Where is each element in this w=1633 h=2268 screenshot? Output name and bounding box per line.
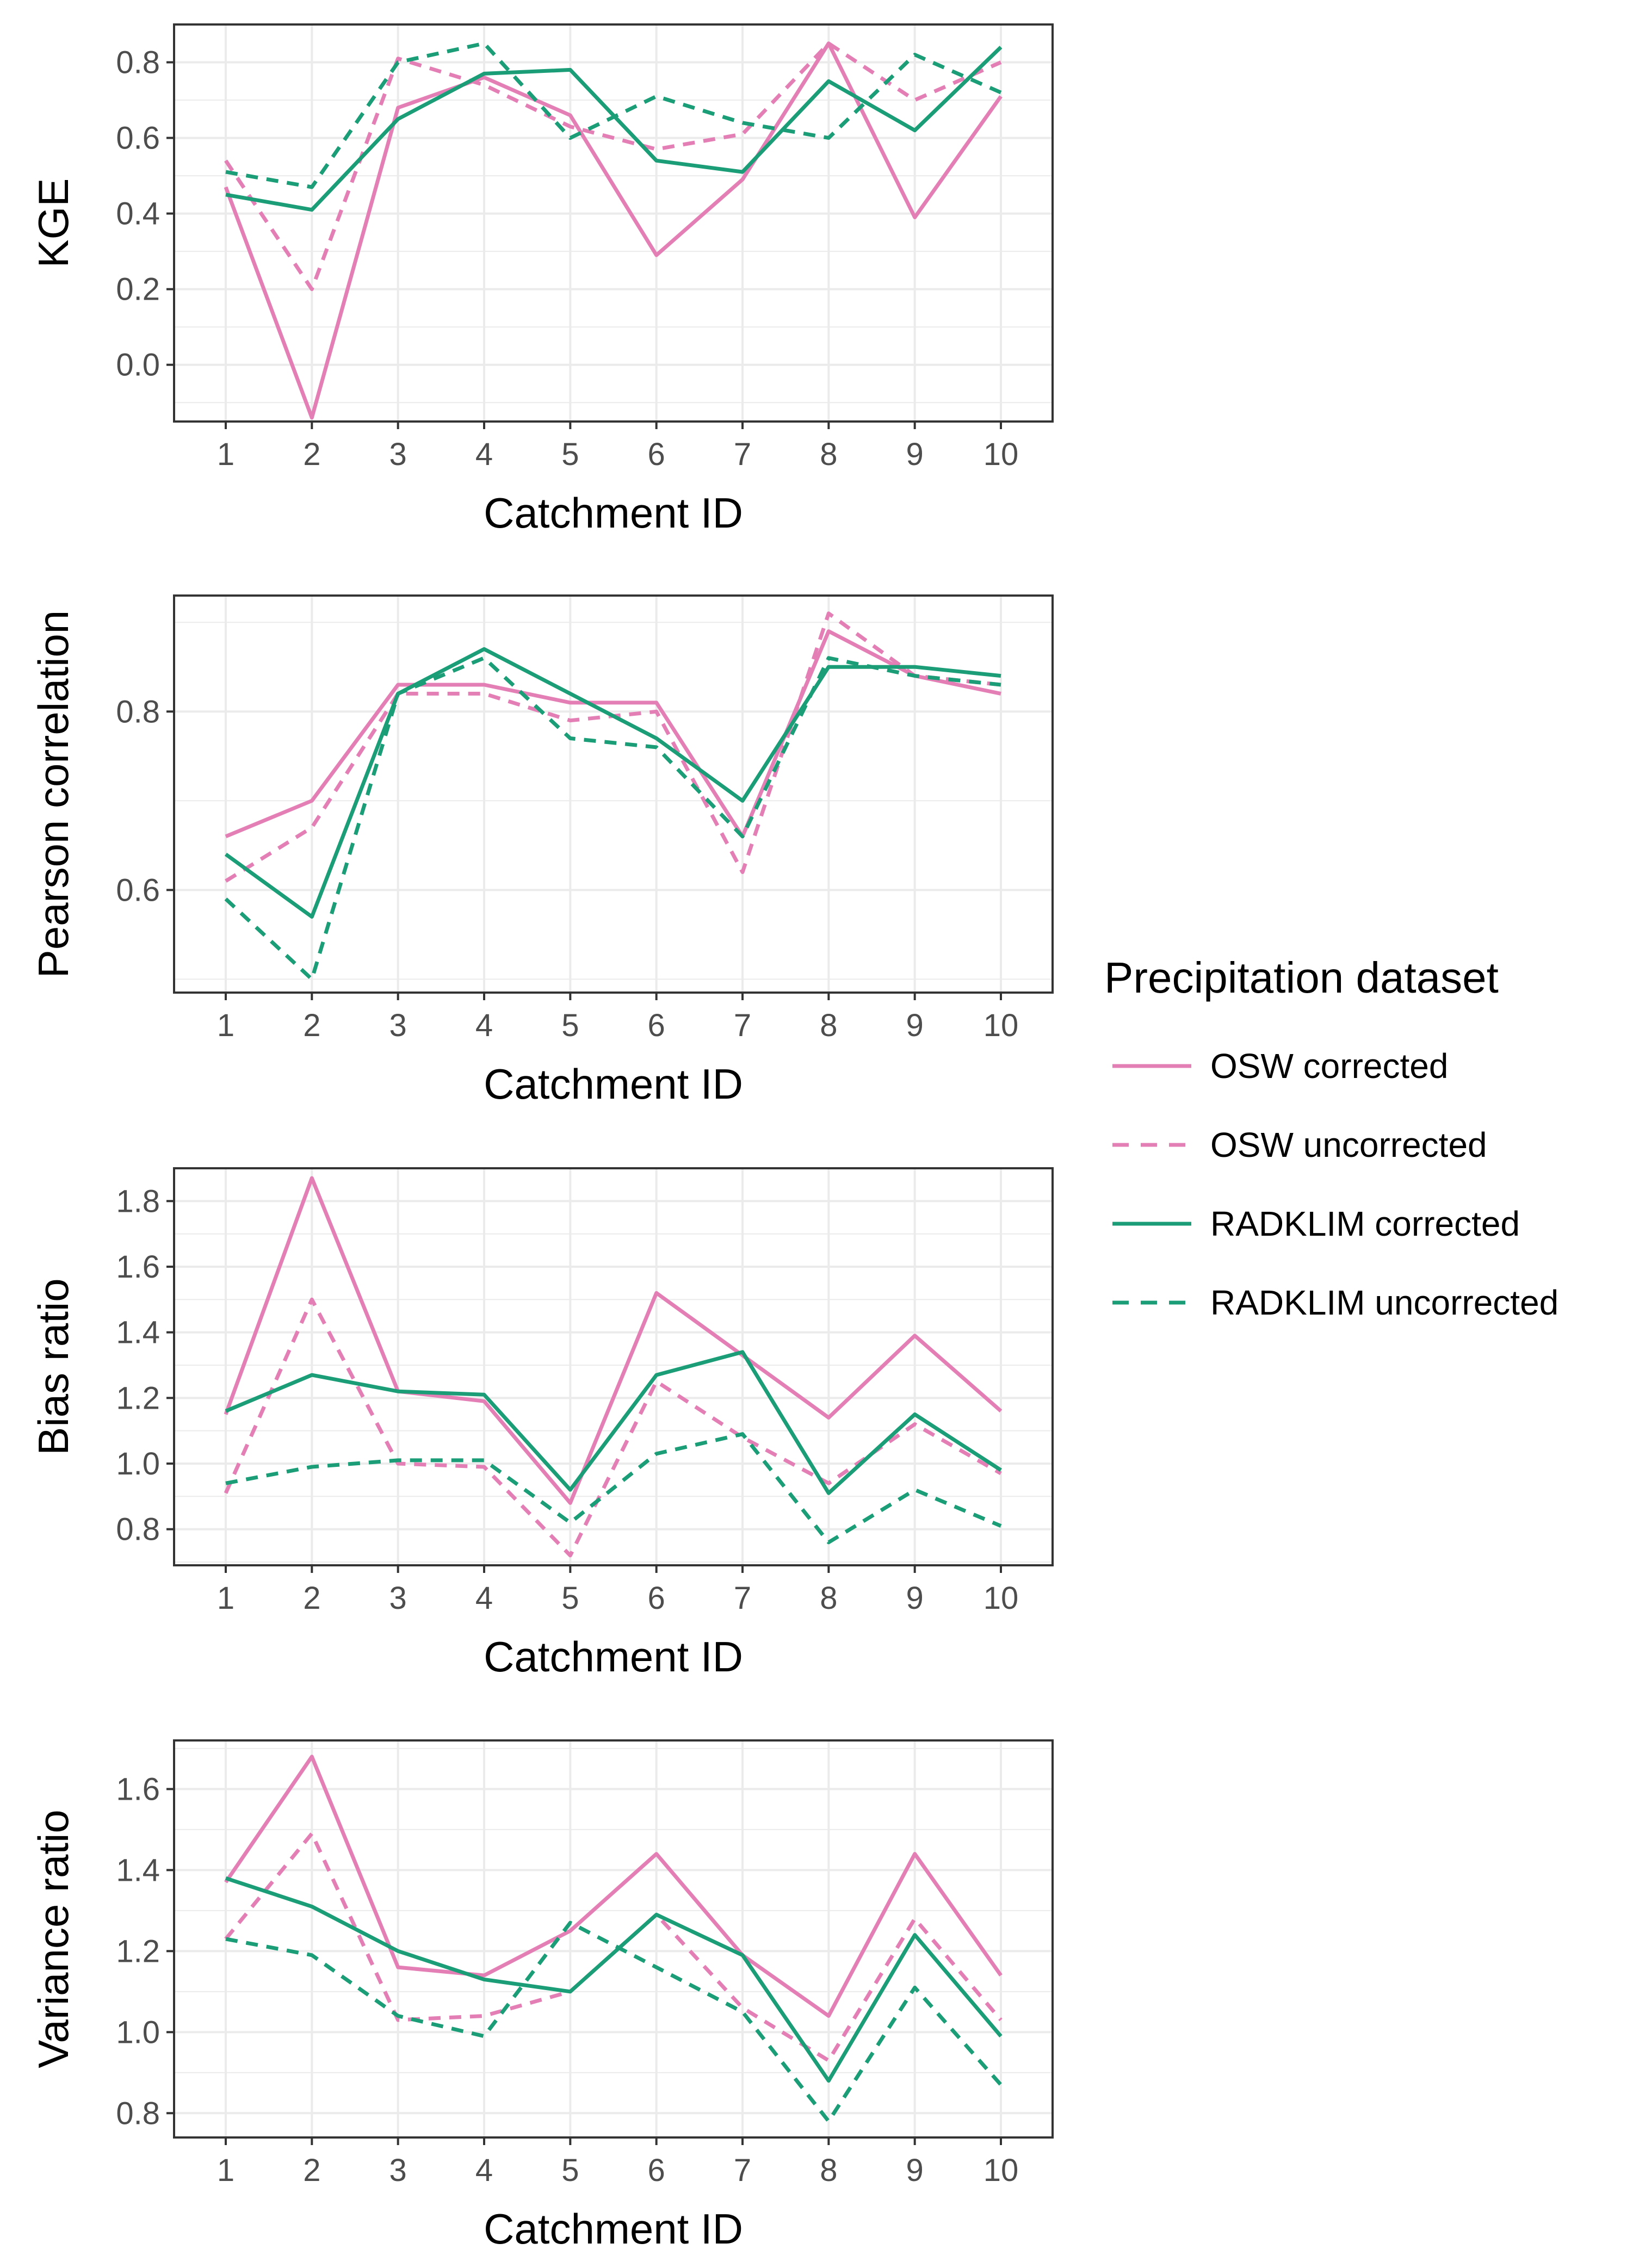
- y-tick-label: 1.0: [116, 1446, 160, 1482]
- x-tick-label: 8: [820, 1581, 837, 1616]
- y-tick-label: 0.6: [116, 121, 160, 156]
- x-tick-label: 7: [734, 437, 751, 472]
- legend-label-radklim-uncorrected: RADKLIM uncorrected: [1210, 1283, 1558, 1322]
- x-tick-label: 4: [475, 1008, 493, 1043]
- y-tick-label: 1.0: [116, 2015, 160, 2050]
- x-tick-label: 6: [648, 437, 665, 472]
- y-tick-label: 0.8: [116, 1512, 160, 1547]
- x-tick-label: 10: [983, 1008, 1019, 1043]
- x-tick-label: 6: [648, 1581, 665, 1616]
- y-tick-label: 1.2: [116, 1380, 160, 1416]
- x-tick-label: 3: [389, 1008, 407, 1043]
- y-tick-label: 0.0: [116, 348, 160, 383]
- legend-label-osw-corrected: OSW corrected: [1210, 1046, 1448, 1086]
- x-tick-label: 4: [475, 1581, 493, 1616]
- panel-4: 0.8 1.0 1.2 1.4 1.6 1 2 3 4 5 6 7 8 9 10 Catchment ID Va…: [29, 1739, 1054, 2253]
- y-tick-label: 0.6: [116, 872, 160, 908]
- x-tick-label: 3: [389, 437, 407, 472]
- series-line-radklim-uncorrected: [225, 1920, 1003, 2123]
- y-tick-label: 1.4: [116, 1852, 160, 1888]
- x-axis-title: Catchment ID: [484, 1633, 743, 1681]
- y-tick-label: 1.6: [116, 1771, 160, 1807]
- y-tick-label: 0.8: [116, 45, 160, 80]
- series-line-osw-corrected: [224, 1755, 1003, 2018]
- x-tick-label: 2: [303, 2153, 320, 2188]
- y-axis-title: Bias ratio: [29, 1278, 77, 1455]
- x-tick-label: 2: [303, 1008, 320, 1043]
- panel-border: [173, 1739, 1054, 2139]
- x-tick-label: 7: [734, 2153, 751, 2188]
- x-tick-label: 9: [906, 437, 924, 472]
- x-tick-label: 2: [303, 437, 320, 472]
- legend-label-radklim-corrected: RADKLIM corrected: [1210, 1204, 1520, 1243]
- x-tick-label: 1: [217, 1581, 234, 1616]
- x-tick-label: 7: [734, 1008, 751, 1043]
- x-tick-label: 9: [906, 1581, 924, 1616]
- x-tick-label: 1: [217, 1008, 234, 1043]
- series-line-radklim-uncorrected: [224, 656, 1001, 981]
- y-axis-title: KGE: [29, 178, 77, 268]
- x-tick-label: 6: [648, 2153, 665, 2188]
- y-tick-label: 0.2: [116, 272, 160, 307]
- x-tick-label: 7: [734, 1581, 751, 1616]
- legend: Precipitation dataset OSW corrected OSW un…: [1104, 953, 1558, 1322]
- x-tick-label: 10: [983, 2153, 1019, 2188]
- y-axis-title: Variance ratio: [29, 1810, 77, 2068]
- series-line-osw-corrected: [224, 1176, 1003, 1505]
- panel-3: 0.8 1.0 1.2 1.4 1.6 1.8 1 2 3 4 5 6 7 8 9 10 Catchment I…: [29, 1167, 1054, 1681]
- x-tick-label: 5: [561, 2153, 579, 2188]
- x-tick-label: 9: [906, 2153, 924, 2188]
- series-line-osw-uncorrected: [224, 41, 1002, 292]
- y-tick-label: 0.4: [116, 196, 160, 232]
- legend-title: Precipitation dataset: [1104, 953, 1499, 1002]
- y-tick-label: 0.8: [116, 2096, 160, 2131]
- series-line-radklim-uncorrected: [225, 41, 1002, 189]
- panel-1: 0.0 0.2 0.4 0.6 0.8 1 2 3 4 5 6 7 8 9 10 Catchment ID KG…: [29, 23, 1054, 537]
- y-tick-label: 1.8: [116, 1183, 160, 1219]
- legend-label-osw-uncorrected: OSW uncorrected: [1210, 1125, 1487, 1164]
- panel-border: [173, 594, 1054, 994]
- x-tick-label: 2: [303, 1581, 320, 1616]
- x-tick-label: 1: [217, 2153, 234, 2188]
- x-tick-label: 8: [820, 2153, 837, 2188]
- series-line-osw-uncorrected: [224, 1297, 1002, 1558]
- x-tick-label: 3: [389, 1581, 407, 1616]
- panel-border: [173, 23, 1054, 423]
- series-line-osw-corrected: [224, 41, 1003, 420]
- x-axis-title: Catchment ID: [484, 489, 743, 537]
- x-tick-label: 4: [475, 437, 493, 472]
- series-line-osw-corrected: [225, 629, 1001, 839]
- y-tick-label: 1.4: [116, 1315, 160, 1350]
- x-tick-label: 5: [561, 1008, 579, 1043]
- series-line-osw-uncorrected: [224, 1831, 1003, 2062]
- x-tick-label: 5: [561, 437, 579, 472]
- x-tick-label: 4: [475, 2153, 493, 2188]
- x-axis-title: Catchment ID: [484, 1060, 743, 1108]
- x-tick-label: 6: [648, 1008, 665, 1043]
- x-tick-label: 1: [217, 437, 234, 472]
- panel-2: 0.6 0.8 1 2 3 4 5 6 7 8 9 10 Catchment ID Pearson cor…: [29, 594, 1054, 1108]
- x-tick-label: 10: [983, 1581, 1019, 1616]
- y-tick-label: 1.2: [116, 1934, 160, 1969]
- x-tick-label: 8: [820, 1008, 837, 1043]
- y-axis-title: Pearson correlation: [29, 610, 77, 978]
- series-line-radklim-uncorrected: [225, 1432, 1002, 1545]
- x-axis-title: Catchment ID: [484, 2205, 743, 2253]
- x-tick-label: 5: [561, 1581, 579, 1616]
- series-line-radklim-corrected: [225, 1876, 1003, 2083]
- panel-border: [173, 1167, 1054, 1566]
- y-tick-label: 1.6: [116, 1249, 160, 1285]
- x-tick-label: 9: [906, 1008, 924, 1043]
- x-tick-label: 3: [389, 2153, 407, 2188]
- y-tick-label: 0.8: [116, 694, 160, 729]
- x-tick-label: 8: [820, 437, 837, 472]
- series-line-radklim-corrected: [225, 1350, 1002, 1495]
- x-tick-label: 10: [983, 437, 1019, 472]
